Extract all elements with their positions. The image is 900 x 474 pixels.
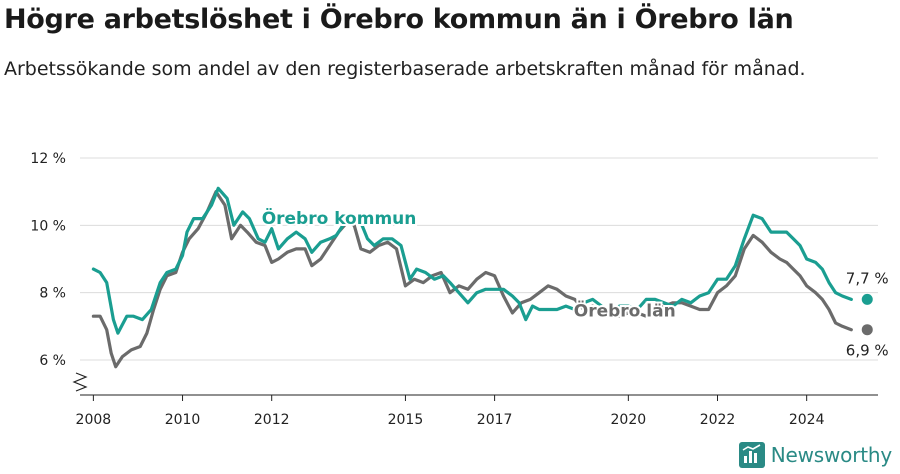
- x-tick-label: 2015: [388, 412, 424, 428]
- end-value-label: 6,9 %: [846, 342, 889, 360]
- axis-break-symbol: [72, 372, 88, 392]
- series-line-orebro-kommun: [91, 186, 853, 335]
- y-tick-label: 12 %: [30, 151, 66, 167]
- x-tick-label: 2024: [789, 412, 825, 428]
- series-label-orebro-kommun: Örebro kommun: [262, 207, 417, 229]
- y-tick-label: 6 %: [39, 353, 66, 369]
- x-tick-label: 2020: [611, 412, 647, 428]
- chart-title: Högre arbetslöshet i Örebro kommun än i …: [4, 4, 794, 35]
- x-tick-label: 2010: [165, 412, 201, 428]
- end-dot-orebro-kommun: [861, 293, 873, 305]
- x-tick-label: 2012: [254, 412, 290, 428]
- x-tick-label: 2022: [700, 412, 736, 428]
- x-tick-label: 2008: [76, 412, 112, 428]
- end-dot-orebro-lan: [861, 324, 873, 336]
- series-line-orebro-lan: [91, 190, 853, 369]
- chart-subtitle: Arbetssökande som andel av den registerb…: [4, 58, 806, 80]
- newsworthy-logo: Newsworthy: [738, 442, 892, 468]
- end-value-label: 7,7 %: [846, 269, 889, 287]
- y-tick-label: 8 %: [39, 286, 66, 302]
- series-label-orebro-lan: Örebro län: [574, 299, 676, 321]
- newsworthy-icon: [738, 442, 765, 468]
- brand-name: Newsworthy: [770, 443, 892, 467]
- y-tick-label: 10 %: [30, 218, 66, 234]
- x-tick-label: 2017: [477, 412, 513, 428]
